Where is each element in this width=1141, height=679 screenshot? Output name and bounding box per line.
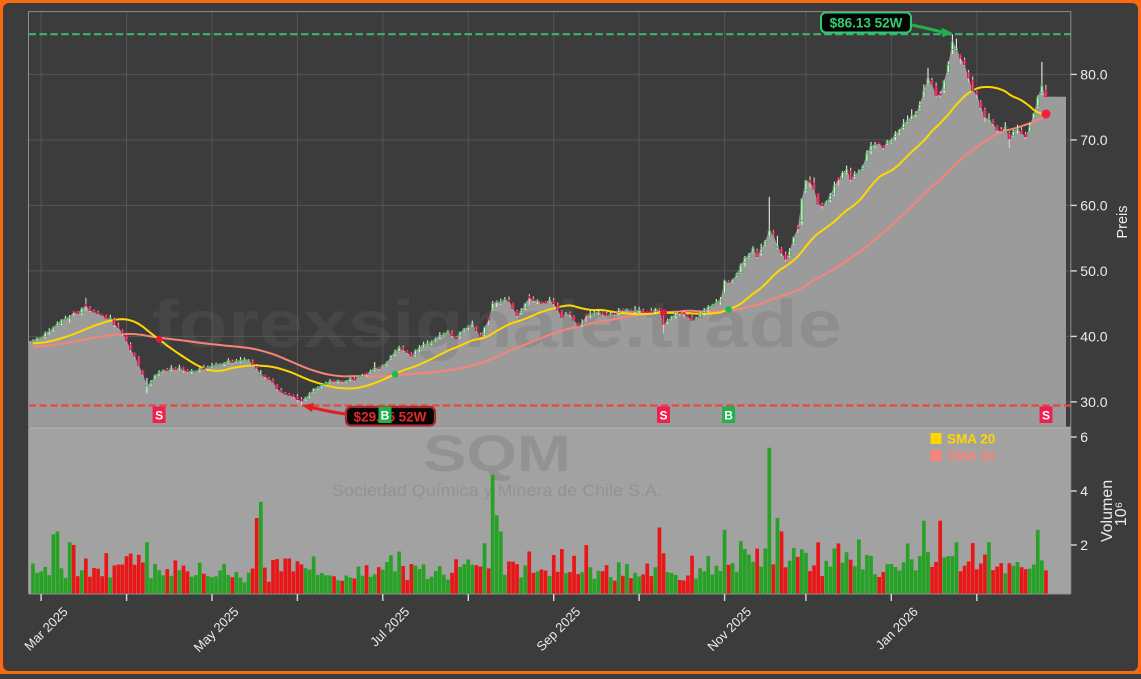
svg-text:30.0: 30.0: [1080, 394, 1107, 410]
svg-text:70.0: 70.0: [1080, 132, 1107, 148]
svg-text:forexsignale.trade: forexsignale.trade: [152, 287, 842, 362]
svg-text:10⁶: 10⁶: [1113, 502, 1130, 526]
svg-text:Preis: Preis: [1115, 205, 1131, 238]
svg-text:S: S: [659, 409, 667, 423]
svg-text:50.0: 50.0: [1080, 263, 1107, 279]
svg-text:B: B: [724, 409, 733, 423]
svg-text:60.0: 60.0: [1080, 197, 1107, 213]
svg-text:B: B: [381, 409, 390, 423]
svg-text:$86.13 52W: $86.13 52W: [830, 16, 903, 31]
svg-text:Volumen: Volumen: [1099, 480, 1116, 542]
svg-text:Sociedad Química y Minera de C: Sociedad Química y Minera de Chile S.A.: [332, 481, 662, 500]
svg-text:S: S: [1042, 409, 1050, 423]
svg-text:2: 2: [1080, 537, 1088, 553]
svg-text:SMA 20: SMA 20: [947, 432, 995, 447]
svg-text:4: 4: [1080, 483, 1088, 499]
svg-text:6: 6: [1080, 429, 1088, 445]
svg-text:80.0: 80.0: [1080, 66, 1107, 82]
svg-text:40.0: 40.0: [1080, 328, 1107, 344]
svg-text:SQM: SQM: [423, 425, 571, 482]
svg-text:SMA 50: SMA 50: [947, 449, 995, 464]
svg-text:S: S: [155, 409, 163, 423]
